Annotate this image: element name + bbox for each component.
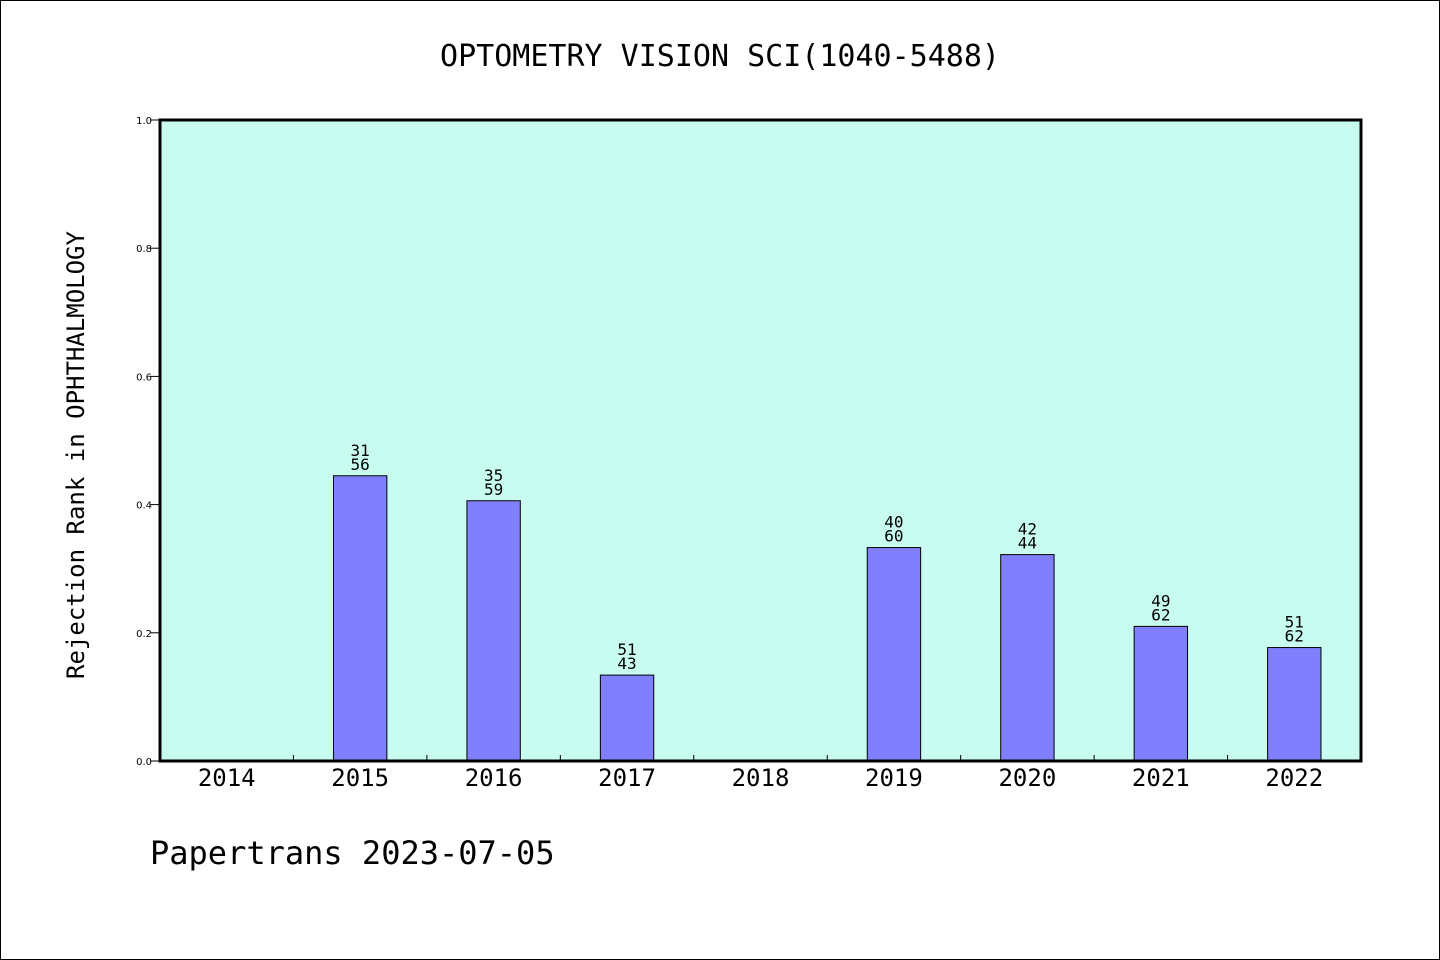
chart-title: OPTOMETRY VISION SCI(1040-5488) [440, 39, 1000, 74]
x-tick-label: 2017 [598, 764, 656, 792]
bar-2015 [332, 475, 388, 762]
bar-label-top: 51 [617, 640, 636, 659]
x-tick-label: 2021 [1132, 764, 1190, 792]
x-tick-label: 2015 [331, 764, 389, 792]
y-tick-label: 0.6 [136, 372, 152, 383]
bars-group [332, 475, 1322, 762]
x-tick-label: 2016 [465, 764, 523, 792]
bar-2022 [1267, 647, 1322, 762]
bar-2017 [599, 674, 655, 762]
bar-label-top: 42 [1018, 520, 1037, 539]
bar-label-bottom: 43 [617, 654, 636, 673]
bar-label-bottom: 60 [884, 527, 903, 546]
y-tick-label: 0.4 [136, 501, 152, 512]
bar-2021 [1133, 625, 1189, 762]
bar-label-top: 49 [1151, 591, 1170, 610]
bar-label-bottom: 62 [1151, 605, 1170, 624]
y-axis-label: Rejection Rank in OPHTHALMOLOGY [62, 230, 90, 678]
x-tick-label: 2019 [865, 764, 923, 792]
bar-label-bottom: 44 [1018, 534, 1037, 553]
bar-label-bottom: 56 [351, 455, 370, 474]
x-tick-label: 2014 [198, 764, 256, 792]
footer-text: Papertrans 2023-07-05 [150, 834, 555, 872]
y-tick-label: 0.2 [136, 629, 152, 640]
bar-2020 [1000, 554, 1055, 762]
x-tick-label: 2020 [998, 764, 1056, 792]
bar-label-top: 40 [884, 513, 903, 532]
bar-2019 [866, 547, 922, 762]
y-tick-label: 0.0 [136, 757, 152, 768]
x-axis: 2014 2015 2016 2017 2018 2019 2020 2021 2022 [198, 755, 1323, 792]
bar-label-bottom: 62 [1285, 627, 1304, 646]
plot-border [158, 118, 1363, 763]
y-tick-label: 1.0 [136, 116, 152, 127]
x-tick-label: 2018 [732, 764, 790, 792]
bar-label-top: 35 [484, 466, 503, 485]
x-tick-label: 2022 [1265, 764, 1323, 792]
bar-label-bottom: 59 [484, 480, 503, 499]
y-tick-label: 0.8 [136, 244, 152, 255]
bar-label-top: 51 [1285, 613, 1304, 632]
bar-2016 [466, 500, 521, 762]
y-axis: 0.0 0.2 0.4 0.6 0.8 1.0 [136, 116, 160, 768]
bar-label-top: 31 [351, 441, 370, 460]
